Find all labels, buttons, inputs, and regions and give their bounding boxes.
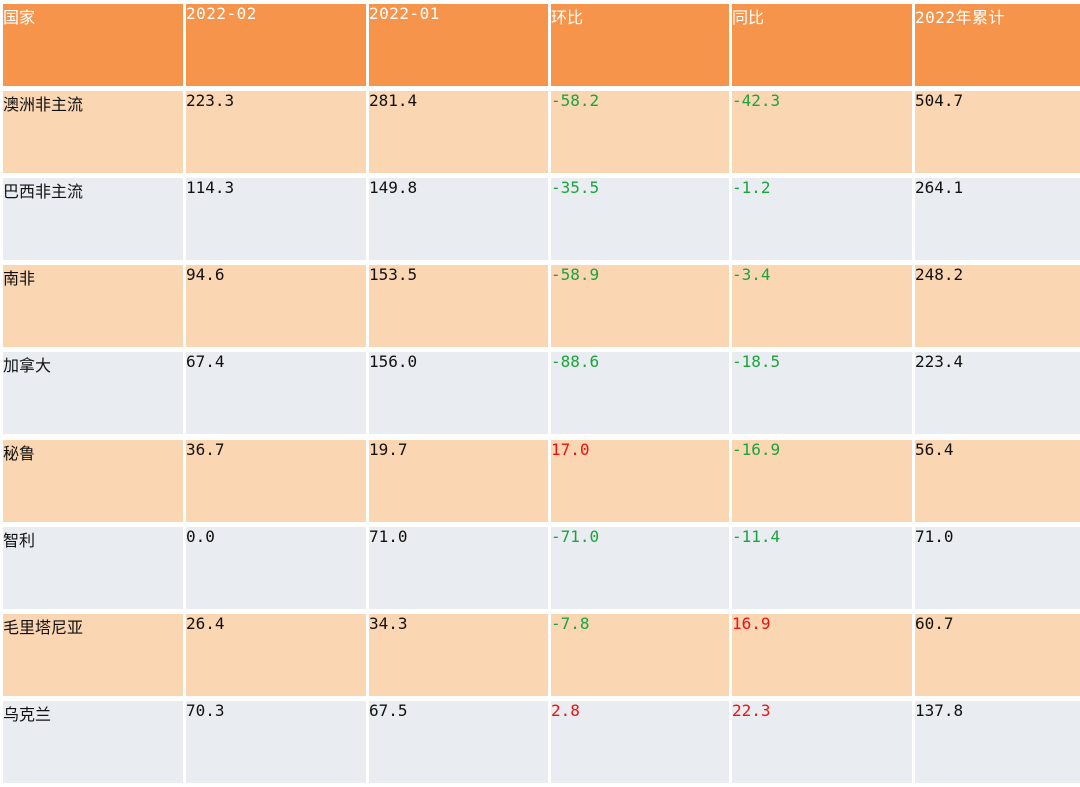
header-year-over-year: 同比 [732, 4, 912, 86]
cell-2022-ytd: 60.7 [915, 613, 1080, 696]
cell-country: 乌克兰 [3, 700, 183, 783]
cell-2022-ytd: 137.8 [915, 700, 1080, 783]
cell-2022-01: 153.5 [369, 265, 548, 348]
cell-month-over-month: -71.0 [551, 526, 729, 609]
cell-2022-02: 70.3 [186, 700, 366, 783]
cell-2022-ytd: 264.1 [915, 178, 1080, 261]
cell-country: 智利 [3, 526, 183, 609]
header-country: 国家 [3, 4, 183, 86]
header-month-over-month: 环比 [551, 4, 729, 86]
cell-2022-02: 94.6 [186, 265, 366, 348]
cell-year-over-year: -1.2 [732, 178, 912, 261]
cell-month-over-month: 2.8 [551, 700, 729, 783]
cell-2022-ytd: 223.4 [915, 352, 1080, 435]
header-2022-02: 2022-02 [186, 4, 366, 86]
cell-country: 澳洲非主流 [3, 91, 183, 174]
cell-2022-01: 156.0 [369, 352, 548, 435]
cell-2022-02: 26.4 [186, 613, 366, 696]
cell-2022-02: 67.4 [186, 352, 366, 435]
cell-month-over-month: -58.9 [551, 265, 729, 348]
cell-2022-ytd: 71.0 [915, 526, 1080, 609]
cell-2022-01: 67.5 [369, 700, 548, 783]
cell-country: 巴西非主流 [3, 178, 183, 261]
cell-2022-01: 149.8 [369, 178, 548, 261]
cell-2022-ytd: 248.2 [915, 265, 1080, 348]
cell-2022-ytd: 56.4 [915, 439, 1080, 522]
cell-2022-02: 223.3 [186, 91, 366, 174]
cell-year-over-year: 16.9 [732, 613, 912, 696]
cell-year-over-year: -18.5 [732, 352, 912, 435]
cell-2022-01: 71.0 [369, 526, 548, 609]
cell-2022-02: 36.7 [186, 439, 366, 522]
cell-2022-02: 114.3 [186, 178, 366, 261]
cell-year-over-year: -42.3 [732, 91, 912, 174]
header-2022-ytd: 2022年累计 [915, 4, 1080, 86]
cell-year-over-year: -11.4 [732, 526, 912, 609]
cell-month-over-month: -35.5 [551, 178, 729, 261]
cell-country: 南非 [3, 265, 183, 348]
cell-country: 毛里塔尼亚 [3, 613, 183, 696]
header-2022-01: 2022-01 [369, 4, 548, 86]
cell-month-over-month: 17.0 [551, 439, 729, 522]
cell-year-over-year: -3.4 [732, 265, 912, 348]
cell-2022-02: 0.0 [186, 526, 366, 609]
cell-month-over-month: -88.6 [551, 352, 729, 435]
cell-year-over-year: -16.9 [732, 439, 912, 522]
cell-2022-01: 19.7 [369, 439, 548, 522]
cell-month-over-month: -7.8 [551, 613, 729, 696]
cell-month-over-month: -58.2 [551, 91, 729, 174]
cell-country: 加拿大 [3, 352, 183, 435]
cell-year-over-year: 22.3 [732, 700, 912, 783]
cell-2022-ytd: 504.7 [915, 91, 1080, 174]
cell-2022-01: 34.3 [369, 613, 548, 696]
cell-2022-01: 281.4 [369, 91, 548, 174]
cell-country: 秘鲁 [3, 439, 183, 522]
